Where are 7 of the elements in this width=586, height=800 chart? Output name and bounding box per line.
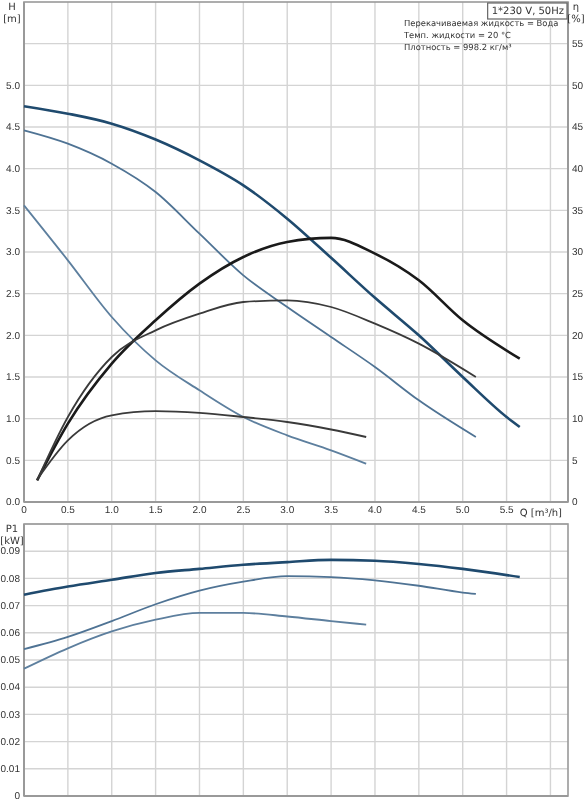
line-series — [23, 204, 368, 465]
line-series — [23, 129, 477, 438]
line-series — [22, 558, 522, 597]
line-series — [35, 236, 522, 482]
line-series — [22, 104, 522, 429]
line-series — [23, 612, 368, 670]
line-series — [23, 575, 477, 651]
